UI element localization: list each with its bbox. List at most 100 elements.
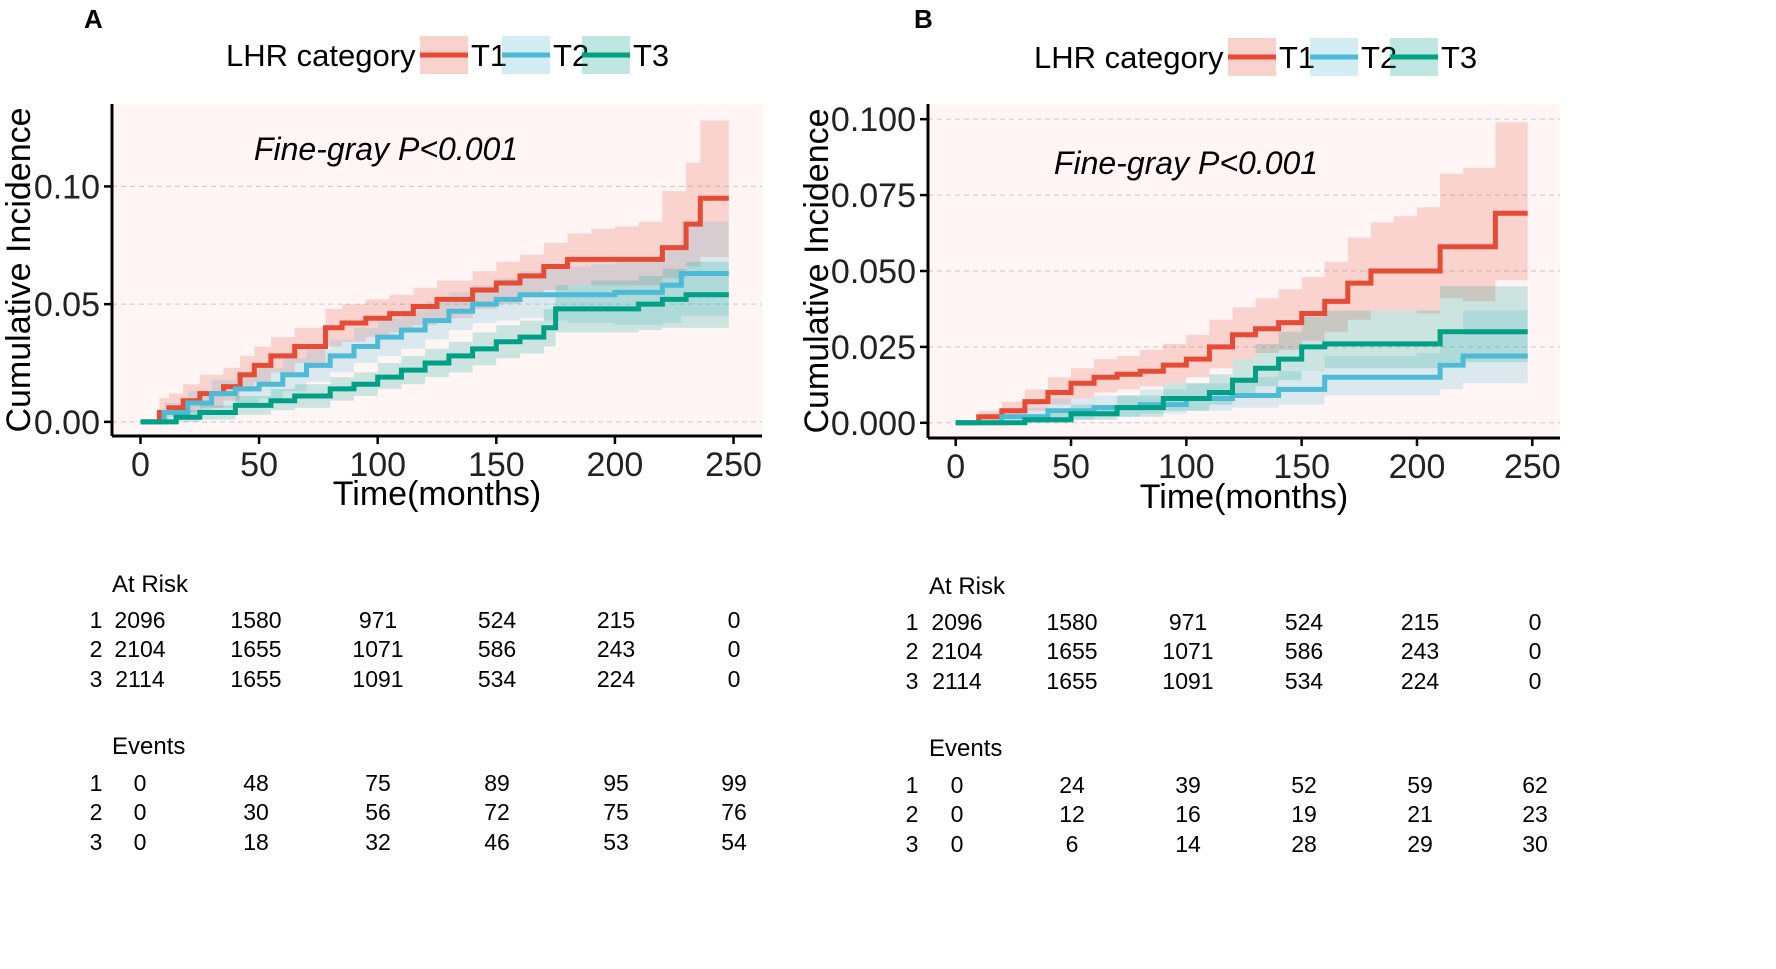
panel-label: B bbox=[914, 4, 933, 34]
table-cell: 1655 bbox=[230, 636, 281, 662]
legend: LHR category T1 T2 T3 bbox=[1034, 38, 1477, 76]
x-axis-title: Time(months) bbox=[1140, 478, 1348, 516]
table-cell: 76 bbox=[721, 799, 747, 825]
table-cell: 54 bbox=[721, 829, 747, 855]
y-axis-title: Cumulative Incidence bbox=[0, 107, 38, 432]
table-cell: 75 bbox=[365, 770, 391, 796]
table-cell: 52 bbox=[1291, 772, 1317, 798]
table-cell: 48 bbox=[243, 770, 269, 796]
table-cell: 0 bbox=[134, 829, 147, 855]
x-axis-title: Time(months) bbox=[333, 475, 541, 513]
table-cell: 1091 bbox=[1162, 668, 1213, 694]
y-tick-label: 0.000 bbox=[831, 405, 916, 443]
y-tick-label: 0.10 bbox=[34, 168, 100, 206]
table-cell: 243 bbox=[1401, 638, 1439, 664]
table-cell: 2114 bbox=[115, 666, 165, 692]
table-cell: 215 bbox=[1401, 609, 1439, 635]
legend-entry: T3 bbox=[633, 38, 669, 73]
y-tick-label: 0.05 bbox=[34, 286, 100, 324]
table-cell: 1655 bbox=[230, 666, 281, 692]
table-cell: 2104 bbox=[114, 636, 165, 662]
table-cell: 971 bbox=[1169, 609, 1207, 635]
table-row-label: 1 bbox=[906, 772, 919, 798]
table-cell: 89 bbox=[484, 770, 510, 796]
table-cell: 0 bbox=[951, 831, 964, 857]
at-risk-table: At Risk 1 2096 1580 971 524 215 0 2 2104 1655 1071 5… bbox=[90, 571, 741, 692]
legend-entry: T1 bbox=[1279, 40, 1315, 75]
table-title: At Risk bbox=[929, 573, 1006, 600]
legend-title: LHR category bbox=[1034, 40, 1224, 75]
legend: LHR category T1 T2 T3 bbox=[226, 36, 669, 74]
y-tick-label: 0.00 bbox=[34, 404, 100, 442]
y-tick-label: 0.025 bbox=[831, 329, 916, 367]
table-title: Events bbox=[929, 735, 1002, 762]
table-cell: 0 bbox=[728, 636, 741, 662]
table-row-label: 1 bbox=[90, 607, 103, 633]
table-cell: 28 bbox=[1291, 831, 1317, 857]
table-cell: 16 bbox=[1175, 801, 1201, 827]
table-cell: 39 bbox=[1175, 772, 1201, 798]
table-row-label: 2 bbox=[906, 801, 919, 827]
table-cell: 18 bbox=[243, 829, 269, 855]
table-row-label: 2 bbox=[90, 799, 103, 825]
panel-label: A bbox=[84, 4, 103, 34]
table-cell: 72 bbox=[484, 799, 510, 825]
table-cell: 12 bbox=[1059, 801, 1085, 827]
x-tick-label: 250 bbox=[1504, 448, 1561, 486]
table-title: At Risk bbox=[112, 571, 189, 598]
table-cell: 0 bbox=[728, 666, 741, 692]
table-cell: 534 bbox=[1285, 668, 1324, 694]
y-tick-label: 0.100 bbox=[831, 101, 916, 139]
table-cell: 46 bbox=[484, 829, 510, 855]
table-cell: 243 bbox=[597, 636, 635, 662]
panel-a: A LHR category T1 T2 T3 0 50 100 150 200 250 0.00 0.… bbox=[0, 0, 888, 969]
legend-entry: T3 bbox=[1441, 40, 1477, 75]
table-cell: 224 bbox=[597, 666, 636, 692]
table-cell: 971 bbox=[359, 607, 397, 633]
table-cell: 586 bbox=[1285, 638, 1323, 664]
table-cell: 30 bbox=[243, 799, 269, 825]
table-cell: 53 bbox=[603, 829, 629, 855]
table-cell: 75 bbox=[603, 799, 629, 825]
table-row-label: 2 bbox=[90, 636, 103, 662]
fine-gray-annotation: Fine-gray P<0.001 bbox=[254, 131, 518, 167]
table-cell: 215 bbox=[597, 607, 635, 633]
table-row-label: 3 bbox=[906, 668, 919, 694]
table-cell: 59 bbox=[1407, 772, 1433, 798]
table-cell: 95 bbox=[603, 770, 629, 796]
table-cell: 0 bbox=[728, 607, 741, 633]
table-cell: 224 bbox=[1401, 668, 1440, 694]
table-cell: 0 bbox=[1529, 638, 1542, 664]
table-row-label: 1 bbox=[90, 770, 103, 796]
table-cell: 1655 bbox=[1046, 638, 1097, 664]
at-risk-table: At Risk 1 2096 1580 971 524 215 0 2 2104 1655 1071 5… bbox=[906, 573, 1542, 694]
table-cell: 1071 bbox=[352, 636, 403, 662]
table-cell: 0 bbox=[951, 772, 964, 798]
x-tick-label: 0 bbox=[131, 446, 150, 484]
table-cell: 2096 bbox=[114, 607, 165, 633]
table-cell: 0 bbox=[1529, 668, 1542, 694]
table-cell: 62 bbox=[1522, 772, 1548, 798]
cumulative-incidence-chart-b: BLHR category T1 T2 T30 50 100 150 200 2500.0000… bbox=[888, 0, 1776, 969]
table-cell: 24 bbox=[1059, 772, 1085, 798]
table-row-label: 3 bbox=[90, 829, 103, 855]
table-cell: 524 bbox=[478, 607, 517, 633]
table-cell: 0 bbox=[1529, 609, 1542, 635]
table-cell: 1580 bbox=[230, 607, 281, 633]
x-tick-label: 50 bbox=[1052, 448, 1090, 486]
y-tick-label: 0.050 bbox=[831, 253, 916, 291]
table-cell: 29 bbox=[1407, 831, 1433, 857]
table-cell: 6 bbox=[1066, 831, 1079, 857]
table-cell: 99 bbox=[721, 770, 747, 796]
table-cell: 30 bbox=[1522, 831, 1548, 857]
x-tick-label: 50 bbox=[240, 446, 278, 484]
legend-entry: T1 bbox=[471, 38, 507, 73]
table-cell: 32 bbox=[365, 829, 391, 855]
table-cell: 2114 bbox=[932, 668, 982, 694]
table-row-label: 3 bbox=[90, 666, 103, 692]
table-cell: 1655 bbox=[1046, 668, 1097, 694]
table-cell: 0 bbox=[134, 799, 147, 825]
table-cell: 19 bbox=[1291, 801, 1317, 827]
